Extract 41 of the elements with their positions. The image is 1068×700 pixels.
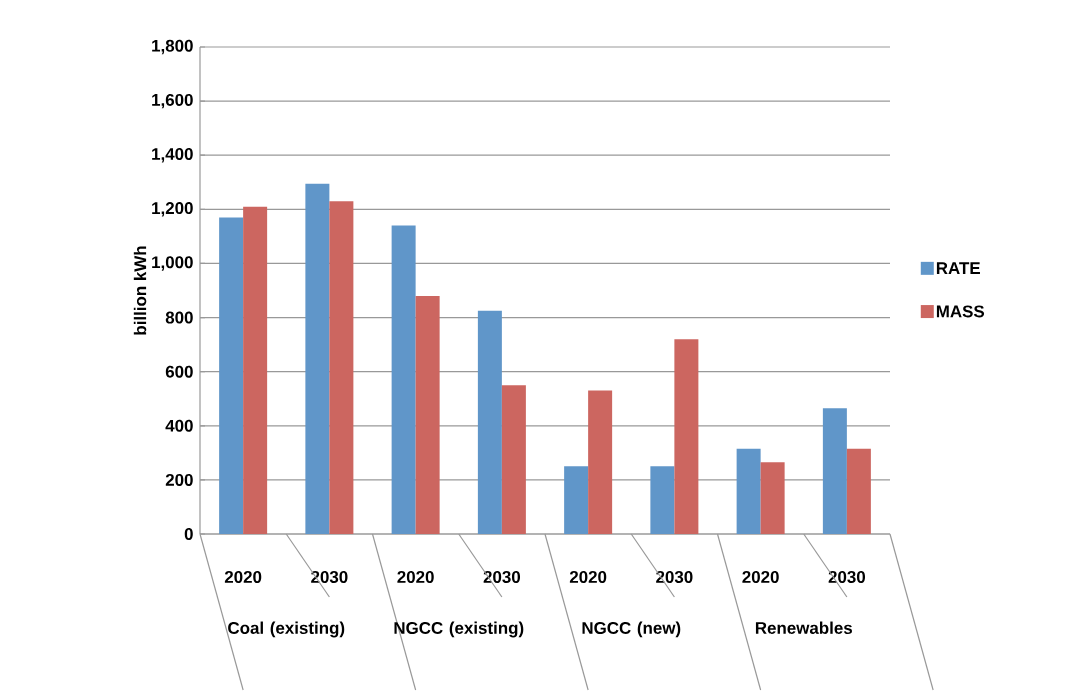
bar [391, 225, 416, 534]
legend-label: MASS [936, 305, 985, 318]
x-tick-label: 2020 [569, 571, 607, 583]
x-tick-label: 2030 [483, 570, 521, 584]
y-tick-label: 0 [184, 528, 193, 540]
bar [588, 390, 613, 534]
bar [760, 462, 785, 534]
bar [822, 408, 847, 534]
bar [305, 183, 330, 534]
legend-label: RATE [936, 262, 980, 274]
bar [650, 466, 675, 534]
text: NGCC (new) [582, 621, 681, 638]
text: Renewables [755, 621, 852, 634]
y-tick-label: 1,200 [152, 202, 193, 217]
y-tick-label: 1,000 [152, 256, 193, 271]
y-tick-label: 200 [165, 473, 193, 486]
bar [846, 448, 871, 534]
text: Coal (existing) [228, 621, 345, 638]
y-tick-label: 400 [165, 419, 193, 432]
bar [736, 448, 761, 534]
bar [674, 339, 699, 534]
y-tick-label: 1,400 [152, 147, 193, 163]
bar [415, 295, 440, 534]
x-tick-label: 2020 [397, 571, 434, 583]
x-tick-label: 2030 [311, 570, 348, 584]
bar [501, 385, 526, 534]
bar [564, 466, 589, 534]
y-tick-label: 1,800 [152, 39, 193, 55]
text: NGCC (existing) [394, 621, 524, 638]
x-tick-label: 2030 [656, 570, 693, 584]
y-tick-label: 800 [165, 311, 193, 324]
bar [243, 206, 268, 534]
x-tick-label: 2020 [224, 571, 262, 583]
x-tick-label: 2030 [828, 570, 866, 584]
y-axis-title: billion kWh [133, 246, 147, 335]
bar [329, 201, 354, 534]
y-tick-label: 1,600 [152, 93, 193, 109]
x-tick-label: 2020 [742, 571, 779, 583]
bar [477, 310, 502, 534]
y-tick-label: 600 [165, 365, 193, 378]
bar [219, 217, 244, 534]
